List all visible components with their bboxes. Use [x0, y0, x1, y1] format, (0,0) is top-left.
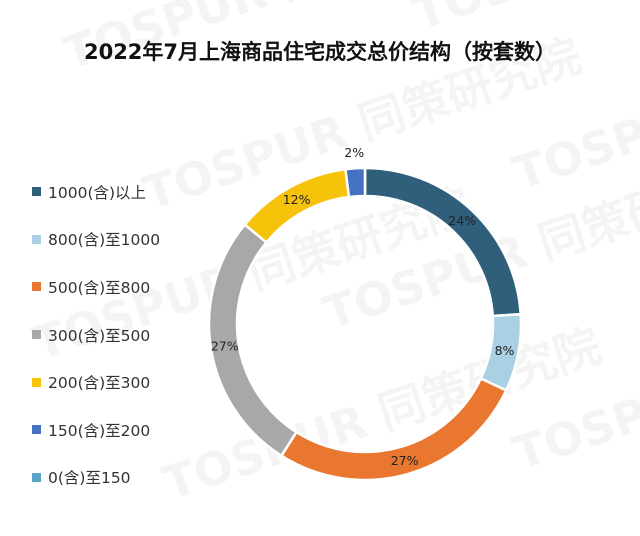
legend-swatch	[32, 187, 41, 197]
legend-item: 1000(含)以上	[32, 168, 160, 216]
legend-label: 500(含)至800	[48, 278, 151, 297]
legend-label: 150(含)至200	[48, 421, 151, 440]
legend-item: 0(含)至150	[32, 454, 160, 502]
donut-slice	[344, 166, 367, 199]
slice-label: 27%	[391, 453, 419, 468]
legend-label: 300(含)至500	[48, 326, 151, 345]
slice-label: 27%	[211, 339, 239, 354]
legend-label: 800(含)至1000	[48, 231, 161, 250]
legend-item: 200(含)至300	[32, 358, 160, 406]
legend-label: 200(含)至300	[48, 374, 151, 393]
legend-item: 150(含)至200	[32, 406, 160, 454]
chart-title: 2022年7月上海商品住宅成交总价结构（按套数）	[83, 40, 557, 64]
legend-swatch	[32, 234, 41, 244]
legend-swatch	[32, 377, 41, 387]
legend: 1000(含)以上 800(含)至1000 500(含)至800 300(含)至500…	[32, 168, 160, 501]
legend-swatch	[32, 472, 41, 482]
legend-swatch	[32, 425, 41, 435]
legend-item: 800(含)至1000	[32, 216, 160, 264]
slice-label: 24%	[448, 213, 476, 228]
slice-label: 8%	[495, 343, 515, 358]
legend-item: 300(含)至500	[32, 311, 160, 359]
slice-label: 2%	[344, 145, 364, 160]
legend-label: 0(含)至150	[48, 469, 131, 488]
donut-slice	[363, 166, 523, 318]
legend-swatch	[32, 282, 41, 292]
legend-label: 1000(含)以上	[48, 183, 147, 202]
slice-label: 12%	[283, 192, 311, 207]
legend-swatch	[32, 330, 41, 340]
legend-item: 500(含)至800	[32, 263, 160, 311]
